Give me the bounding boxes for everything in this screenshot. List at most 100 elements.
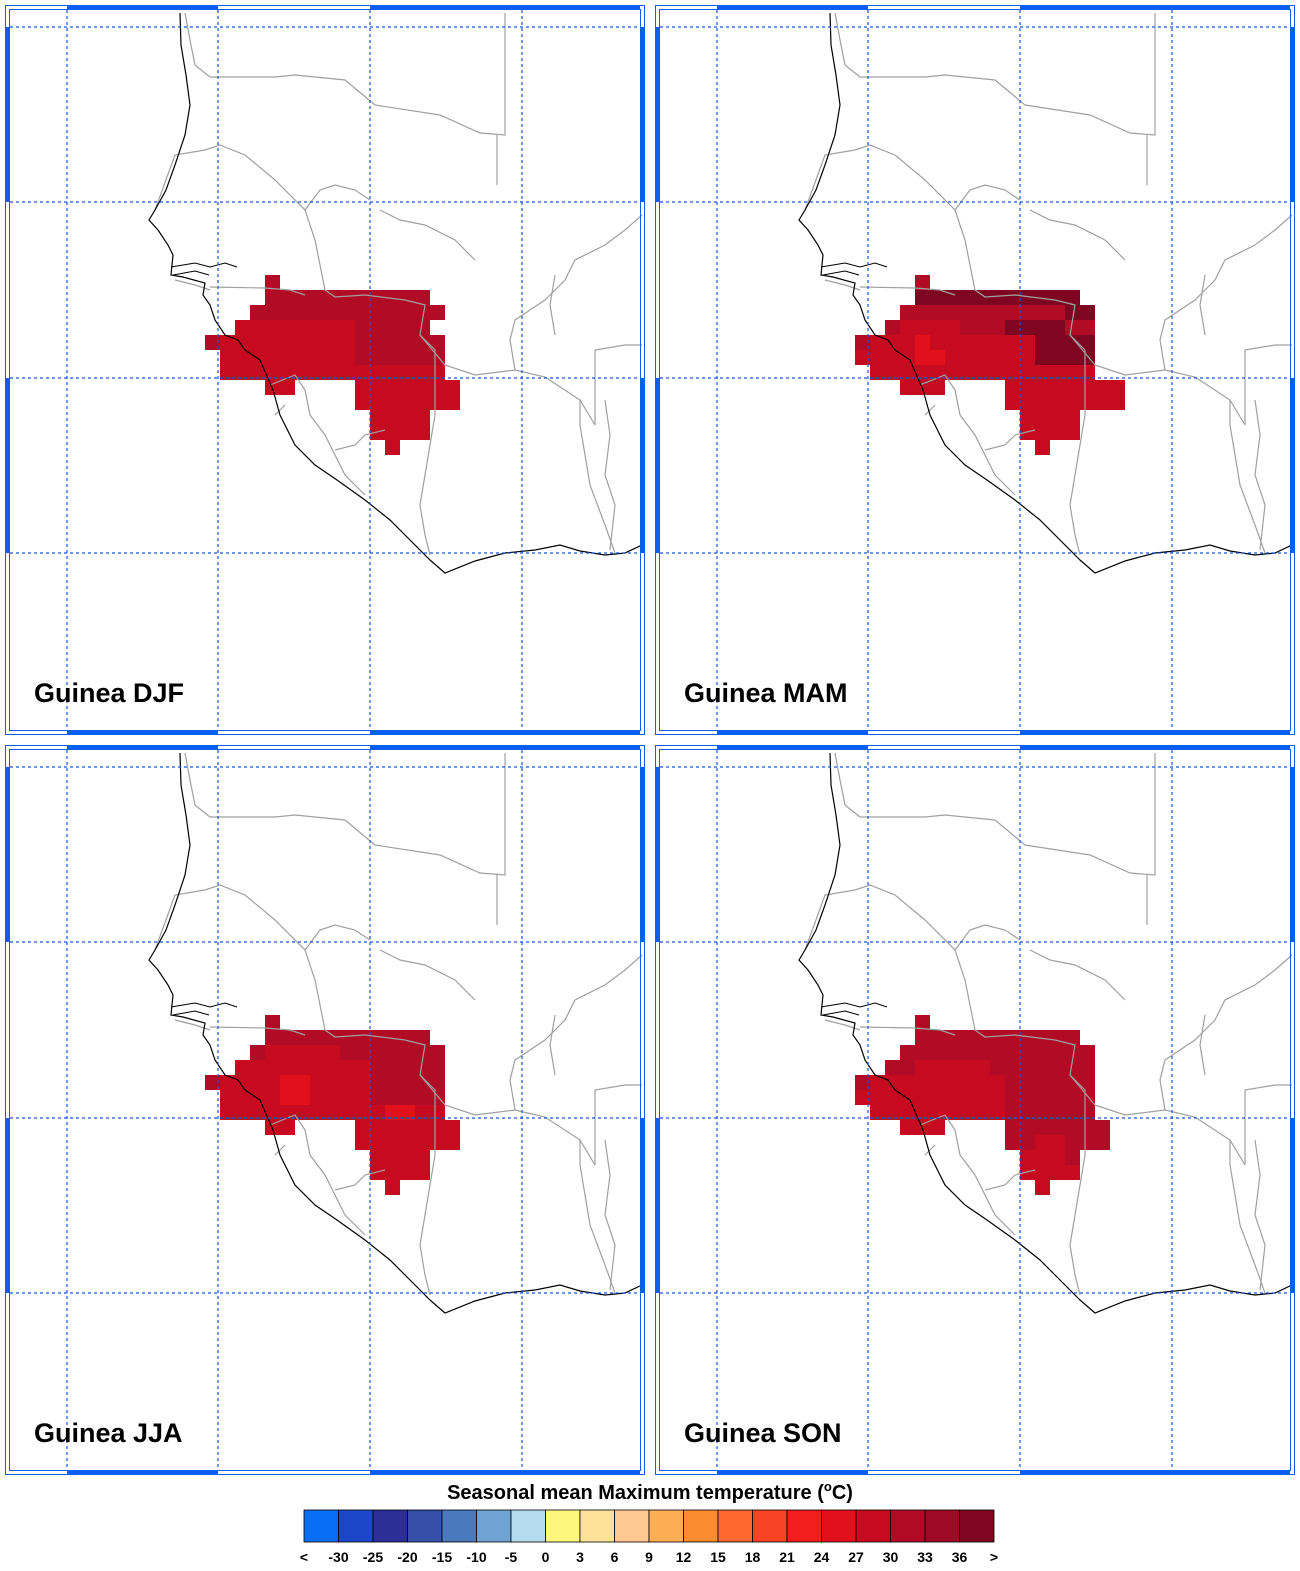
grid-cell xyxy=(400,1045,415,1060)
grid-cell xyxy=(250,1090,265,1105)
border-line xyxy=(404,1039,436,1296)
grid-cell xyxy=(385,1045,400,1060)
border-line xyxy=(209,1026,306,1036)
grid-cell xyxy=(1050,380,1065,395)
frame-tick-left xyxy=(655,27,660,202)
border-line xyxy=(184,12,506,136)
grid-cell xyxy=(280,380,295,395)
panel-outer-frame xyxy=(655,745,1295,1475)
colorbar-box xyxy=(407,1509,443,1543)
grid-cell xyxy=(430,380,445,395)
grid-cell xyxy=(1005,395,1020,410)
map-svg-jja: Guinea JJA xyxy=(5,745,645,1475)
grid-cell xyxy=(990,1045,1005,1060)
colorbar-tick-label: 33 xyxy=(917,1549,933,1565)
grid-cell xyxy=(900,350,915,365)
grid-cell xyxy=(930,320,945,335)
grid-cell xyxy=(1080,1120,1095,1135)
border-line xyxy=(1229,400,1266,554)
grid-cell xyxy=(265,275,280,290)
colorbar-box xyxy=(752,1509,788,1543)
grid-cell xyxy=(310,305,325,320)
colorbar-box xyxy=(959,1509,995,1543)
grid-cell xyxy=(430,1045,445,1060)
frame-tick-right xyxy=(1290,767,1295,942)
grid-cell xyxy=(1065,305,1080,320)
frame-tick-left xyxy=(655,767,660,942)
grid-cell xyxy=(385,440,400,455)
grid-cell xyxy=(1035,1105,1050,1120)
grid-cell xyxy=(1005,1045,1020,1060)
panel-label: Guinea SON xyxy=(684,1418,842,1448)
grid-cell xyxy=(325,1105,340,1120)
grid-cell xyxy=(265,305,280,320)
grid-cell xyxy=(930,305,945,320)
grid-cell xyxy=(900,1075,915,1090)
grid-cell xyxy=(1020,1120,1035,1135)
grid-cell xyxy=(915,1090,930,1105)
grid-cell xyxy=(400,320,415,335)
colorbar-box xyxy=(890,1509,926,1543)
grid-cell xyxy=(340,350,355,365)
frame-tick-bottom xyxy=(67,730,218,735)
grid-cell xyxy=(990,290,1005,305)
border-line xyxy=(274,1144,286,1156)
grid-cell xyxy=(415,1060,430,1075)
grid-cell xyxy=(295,365,310,380)
grid-cell xyxy=(250,350,265,365)
grid-cell xyxy=(385,290,400,305)
border-line xyxy=(859,1026,956,1036)
grid-cell xyxy=(1065,365,1080,380)
grid-cell xyxy=(960,290,975,305)
grid-cell xyxy=(295,1045,310,1060)
colorbar-box xyxy=(786,1509,822,1543)
colorbar-tick-label: 36 xyxy=(952,1549,968,1565)
colorbar-tick-label: 27 xyxy=(848,1549,864,1565)
grid-cell xyxy=(430,305,445,320)
grid-cell xyxy=(855,1075,870,1090)
grid-cell xyxy=(295,1075,310,1090)
grid-cell xyxy=(1080,305,1095,320)
grid-cell xyxy=(250,365,265,380)
graticule xyxy=(10,750,640,1470)
grid-cell xyxy=(1080,380,1095,395)
colorbar-box xyxy=(510,1509,546,1543)
grid-cell xyxy=(265,1075,280,1090)
grid-cell xyxy=(280,1120,295,1135)
country-borders xyxy=(804,12,1293,556)
grid-cell xyxy=(1005,1075,1020,1090)
grid-cell xyxy=(400,1120,415,1135)
grid-cell xyxy=(415,1105,430,1120)
grid-cell xyxy=(975,290,990,305)
border-line xyxy=(174,1019,211,1031)
grid-cell xyxy=(400,305,415,320)
border-line xyxy=(834,752,1156,876)
grid-cell xyxy=(870,335,885,350)
grid-cell xyxy=(1035,335,1050,350)
grid-cell xyxy=(355,290,370,305)
border-line xyxy=(924,404,936,416)
grid-cell xyxy=(400,1135,415,1150)
frame-tick-bottom xyxy=(370,1470,640,1475)
grid-cell xyxy=(310,1090,325,1105)
grid-cell xyxy=(915,335,930,350)
grid-cell xyxy=(265,335,280,350)
temperature-cells xyxy=(855,1015,1110,1195)
grid-cell xyxy=(960,1090,975,1105)
panel-label: Guinea DJF xyxy=(34,678,184,708)
grid-cell xyxy=(1035,1030,1050,1045)
grid-cell xyxy=(1095,380,1110,395)
grid-cell xyxy=(990,1105,1005,1120)
border-line xyxy=(579,400,616,554)
grid-cell xyxy=(870,1075,885,1090)
grid-cell xyxy=(385,425,400,440)
grid-cell xyxy=(310,320,325,335)
grid-cell xyxy=(1035,395,1050,410)
grid-cell xyxy=(930,1075,945,1090)
grid-cell xyxy=(370,425,385,440)
grid-cell xyxy=(400,365,415,380)
border-line xyxy=(549,274,556,336)
grid-cell xyxy=(1050,335,1065,350)
border-line xyxy=(579,1140,616,1294)
colorbar-tick-label: -5 xyxy=(505,1549,518,1565)
